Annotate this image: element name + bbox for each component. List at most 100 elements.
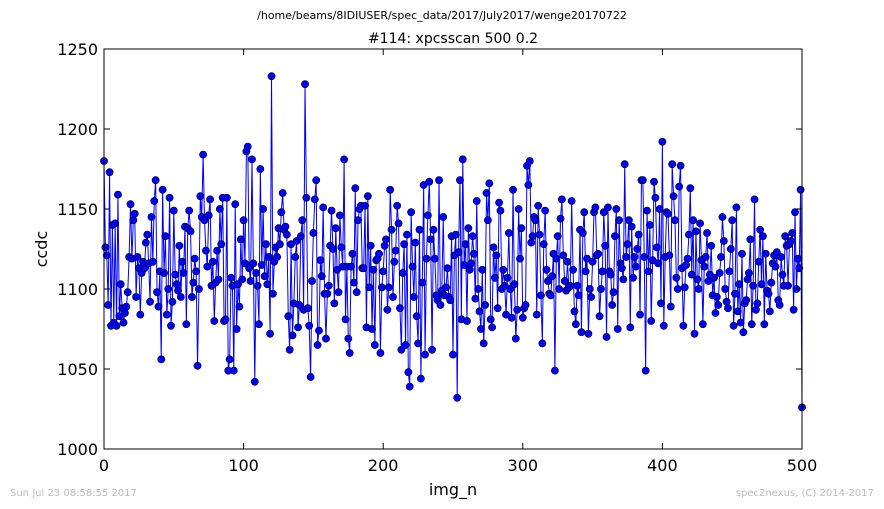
data-point	[671, 216, 679, 225]
data-point	[478, 265, 487, 274]
data-point	[738, 249, 746, 258]
data-point	[726, 245, 735, 253]
data-point	[401, 341, 410, 349]
data-point	[182, 320, 191, 329]
data-point	[322, 334, 330, 343]
data-point	[609, 288, 618, 297]
data-point	[337, 243, 346, 252]
data-point	[175, 241, 184, 250]
data-point	[186, 227, 195, 236]
data-point	[416, 374, 425, 383]
data-point	[260, 272, 269, 281]
data-point	[483, 216, 492, 225]
data-point	[158, 185, 167, 194]
data-point	[344, 334, 353, 343]
x-axis-label: img_n	[429, 480, 477, 500]
data-point	[263, 280, 272, 289]
data-point	[266, 329, 275, 338]
x-tick-label: 300	[508, 456, 539, 475]
x-tick-label: 0	[99, 456, 109, 475]
data-point	[275, 240, 284, 249]
data-point	[192, 267, 201, 276]
data-point	[703, 229, 711, 237]
data-point	[631, 262, 640, 271]
data-point	[573, 281, 582, 290]
data-point	[694, 285, 703, 293]
data-point	[764, 289, 773, 298]
data-point	[102, 251, 111, 260]
data-point	[238, 275, 247, 284]
data-point	[516, 254, 524, 263]
data-point	[619, 275, 628, 284]
data-point	[518, 313, 527, 322]
data-point	[393, 201, 402, 210]
data-point	[746, 235, 755, 244]
data-point	[528, 232, 537, 241]
data-point	[707, 241, 716, 250]
data-point	[225, 355, 234, 364]
data-point	[719, 237, 728, 245]
y-tick-label: 1250	[57, 40, 98, 59]
data-point	[227, 273, 235, 282]
data-point	[493, 304, 502, 313]
data-point	[477, 325, 485, 333]
data-point	[190, 254, 199, 263]
data-point	[436, 301, 445, 309]
data-point	[101, 243, 110, 252]
data-point	[767, 278, 776, 287]
data-point	[257, 261, 266, 269]
data-point	[524, 181, 533, 189]
data-point	[672, 273, 681, 282]
series-markers	[100, 72, 806, 412]
data-point	[256, 165, 265, 173]
data-point	[481, 301, 490, 309]
data-point	[301, 80, 309, 89]
data-point	[391, 246, 400, 255]
data-point	[479, 339, 488, 348]
data-point	[443, 264, 452, 273]
data-point	[581, 267, 590, 276]
data-point	[415, 225, 424, 234]
data-point	[414, 339, 422, 348]
data-point	[425, 177, 434, 186]
data-point	[654, 259, 663, 268]
data-point	[570, 307, 579, 316]
data-point	[717, 253, 725, 261]
data-point	[569, 265, 577, 274]
data-point	[548, 272, 557, 281]
data-point	[167, 321, 175, 330]
x-tick-label: 200	[368, 456, 399, 475]
data-point	[485, 179, 494, 188]
data-point	[248, 155, 256, 164]
data-point	[527, 238, 536, 247]
data-point	[470, 249, 478, 258]
data-point	[538, 339, 547, 348]
data-point	[389, 293, 397, 301]
data-point	[531, 216, 540, 225]
data-point	[747, 320, 756, 329]
data-point	[390, 257, 399, 266]
data-point	[104, 301, 113, 309]
data-point	[296, 232, 305, 241]
data-point	[400, 240, 409, 249]
data-point	[302, 193, 311, 202]
data-point	[174, 286, 182, 295]
y-tick-label: 1150	[57, 200, 98, 219]
data-point	[587, 293, 596, 301]
data-point	[384, 283, 393, 292]
data-point	[777, 253, 785, 261]
data-point	[580, 208, 589, 217]
data-point	[710, 273, 718, 282]
data-point	[514, 205, 523, 213]
data-point	[376, 349, 385, 357]
data-point	[754, 257, 763, 266]
data-point	[411, 238, 420, 247]
data-point	[615, 216, 624, 225]
data-point	[585, 285, 594, 293]
data-point	[578, 229, 587, 237]
data-point	[517, 224, 526, 233]
data-point	[352, 288, 361, 297]
data-point	[571, 320, 580, 329]
data-point	[537, 291, 545, 300]
data-point	[574, 291, 583, 300]
